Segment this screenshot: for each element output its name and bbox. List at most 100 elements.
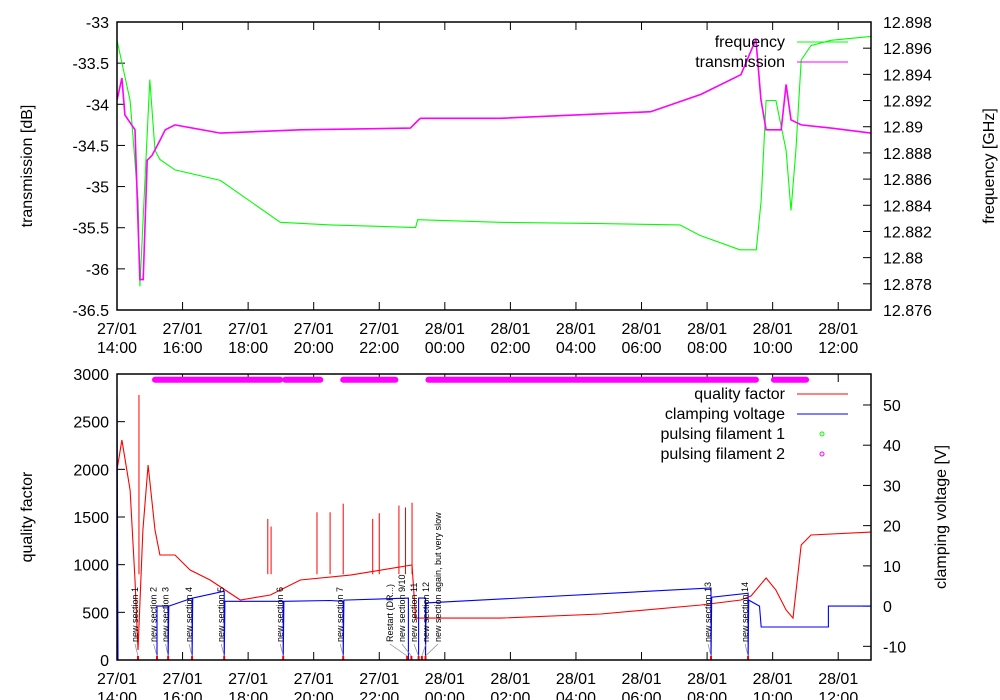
y2-tick-label: 30 <box>883 478 901 495</box>
top-plot: 27/01 14:00 27/01 16:00 27/01 18:00 27/01 20:00… <box>19 15 998 357</box>
legend-marker-icon <box>819 431 825 437</box>
x-tick-date: 28/01 <box>818 671 858 688</box>
y-tick-label: 500 <box>82 605 109 622</box>
annotation-leader <box>188 643 193 657</box>
x-tick-time: 14:00 <box>97 690 137 700</box>
y-tick-label: -33.5 <box>73 56 110 73</box>
annotation-leader <box>153 643 158 657</box>
plot-frame <box>116 373 872 661</box>
x-tick-date: 28/01 <box>425 321 465 338</box>
x-tick-time: 18:00 <box>228 690 268 700</box>
y-tick-label: -34 <box>86 97 109 114</box>
legend-marker-icon <box>819 451 825 457</box>
x-tick-time: 20:00 <box>294 690 334 700</box>
x-tick-time: 10:00 <box>753 340 793 357</box>
annotation-leader <box>134 643 139 657</box>
y2-tick-label: 12.894 <box>883 67 932 84</box>
annotation-leader <box>425 643 439 657</box>
annotation-label: new section 2 <box>149 587 159 642</box>
y2-tick-label: -10 <box>883 639 906 656</box>
annotation-label: new section 1 <box>130 587 140 642</box>
annotation-label: new section 13 <box>703 582 713 642</box>
y-tick-label: -36.5 <box>73 303 110 320</box>
x-tick-date: 27/01 <box>294 321 334 338</box>
x-tick-time: 10:00 <box>753 690 793 700</box>
annotation-label: new section 14 <box>740 582 750 642</box>
y2-tick-label: 12.876 <box>883 303 932 320</box>
y-tick-label: 1000 <box>73 558 109 575</box>
y-tick-label: -33 <box>86 15 109 32</box>
x-tick-time: 02:00 <box>490 340 530 357</box>
legend-label: pulsing filament 1 <box>660 426 785 443</box>
y2-tick-label: 12.898 <box>883 15 932 32</box>
y2-tick-label: 12.88 <box>883 251 923 268</box>
series-group <box>117 376 871 660</box>
annotation-leader <box>339 643 344 657</box>
y-tick-label: -36 <box>86 262 109 279</box>
x-tick-time: 04:00 <box>556 340 596 357</box>
y-tick-label: 2500 <box>73 415 109 432</box>
y2-tick-label: 12.892 <box>883 94 932 111</box>
x-tick-time: 04:00 <box>556 690 596 700</box>
annotation-leader <box>220 643 225 657</box>
y2-axis-label: clamping voltage [V] <box>933 445 950 589</box>
x-tick-time: 06:00 <box>621 690 661 700</box>
y2-tick-label: 12.89 <box>883 120 923 137</box>
legend-label: frequency <box>715 34 785 51</box>
x-tick-date: 27/01 <box>228 671 268 688</box>
annotation-label: new section 5 <box>216 587 226 642</box>
legend-label: transmission <box>695 54 785 71</box>
annotation-leader <box>744 643 749 657</box>
x-tick-time: 22:00 <box>359 690 399 700</box>
plot-frame <box>116 21 872 311</box>
x-tick-time: 12:00 <box>818 690 858 700</box>
y2-tick-label: 12.884 <box>883 198 932 215</box>
x-tick-date: 27/01 <box>359 321 399 338</box>
y2-tick-label: 12.886 <box>883 172 932 189</box>
annotation-leader <box>413 643 419 657</box>
x-tick-time: 02:00 <box>490 690 530 700</box>
x-tick-date: 28/01 <box>425 671 465 688</box>
y2-tick-label: 12.878 <box>883 277 932 294</box>
x-tick-date: 28/01 <box>621 671 661 688</box>
y-tick-label: 0 <box>100 653 109 670</box>
x-tick-date: 27/01 <box>359 671 399 688</box>
x-tick-date: 28/01 <box>490 671 530 688</box>
x-tick-date: 27/01 <box>97 671 137 688</box>
y2-tick-label: 0 <box>883 599 892 616</box>
x-tick-date: 28/01 <box>687 321 727 338</box>
y-axis-label: quality factor <box>19 471 36 562</box>
x-tick-time: 14:00 <box>97 340 137 357</box>
y-tick-label: -35 <box>86 180 109 197</box>
x-tick-date: 28/01 <box>556 321 596 338</box>
y2-tick-label: 12.888 <box>883 146 932 163</box>
x-tick-date: 27/01 <box>97 321 137 338</box>
x-tick-date: 28/01 <box>556 671 596 688</box>
annotation-label: new section 7 <box>335 587 345 642</box>
x-tick-time: 22:00 <box>359 340 399 357</box>
y-tick-label: 3000 <box>73 367 109 384</box>
series-group <box>117 35 871 287</box>
y2-tick-label: 12.882 <box>883 224 932 241</box>
y2-tick-label: 50 <box>883 398 901 415</box>
y-tick-label: 2000 <box>73 462 109 479</box>
annotation-label: new section 12 <box>421 582 431 642</box>
annotation-leader <box>401 643 412 657</box>
annotation-leader <box>165 643 169 657</box>
x-tick-time: 08:00 <box>687 690 727 700</box>
x-tick-time: 00:00 <box>425 690 465 700</box>
transmission-line <box>117 38 871 281</box>
annotation-label: new section again, but very slow <box>433 512 443 642</box>
annotation-leader <box>389 643 408 657</box>
x-tick-date: 28/01 <box>753 671 793 688</box>
x-tick-date: 28/01 <box>687 671 727 688</box>
x-tick-date: 27/01 <box>163 321 203 338</box>
x-tick-time: 08:00 <box>687 340 727 357</box>
clamping-voltage-line <box>117 396 871 660</box>
annotation-label: Restart (DR...) <box>385 584 395 642</box>
x-tick-date: 28/01 <box>753 321 793 338</box>
x-tick-time: 18:00 <box>228 340 268 357</box>
legend-label: clamping voltage <box>665 406 785 423</box>
frequency-line <box>117 35 871 287</box>
